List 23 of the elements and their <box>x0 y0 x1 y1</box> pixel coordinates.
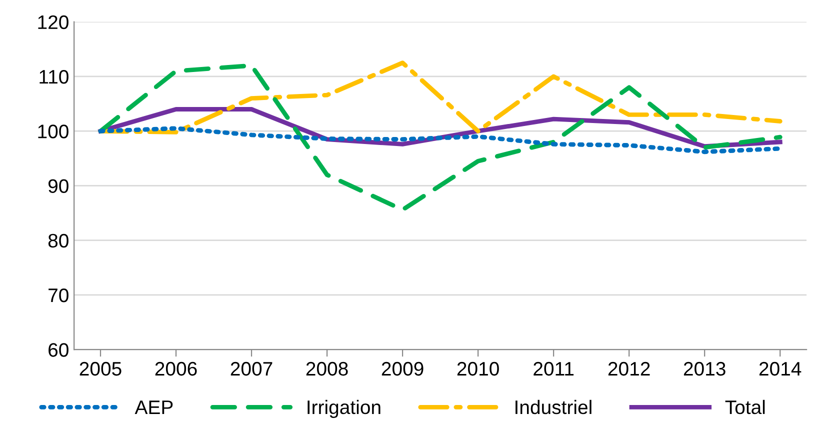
y-tick-label: 110 <box>40 70 68 84</box>
line-series <box>98 63 782 212</box>
x-tick-label: 2006 <box>155 362 197 376</box>
x-tick-label: 2012 <box>608 362 650 376</box>
x-tick-label: 2010 <box>457 362 499 376</box>
legend-label: Irrigation <box>308 400 380 418</box>
y-tick-label: 60 <box>48 343 68 357</box>
x-tick-label: 2013 <box>684 362 726 376</box>
x-tick-label: 2014 <box>759 362 802 376</box>
x-tick-label: 2008 <box>306 362 348 376</box>
y-tick-label: 70 <box>48 288 68 302</box>
y-tick-label: 90 <box>48 179 68 193</box>
x-tick-label: 2005 <box>80 362 122 376</box>
legend-label: AEP <box>134 400 173 414</box>
y-tick-label: 120 <box>38 15 68 30</box>
y-tick-label: 100 <box>38 124 68 138</box>
x-tick-label: 2007 <box>230 362 272 376</box>
legend-label: Total <box>725 400 765 414</box>
x-tick-label: 2009 <box>382 362 424 376</box>
y-tick-label: 80 <box>48 234 68 248</box>
x-tick-label: 2011 <box>534 362 574 376</box>
legend-label: Industriel <box>516 400 592 414</box>
line-series <box>98 126 782 154</box>
